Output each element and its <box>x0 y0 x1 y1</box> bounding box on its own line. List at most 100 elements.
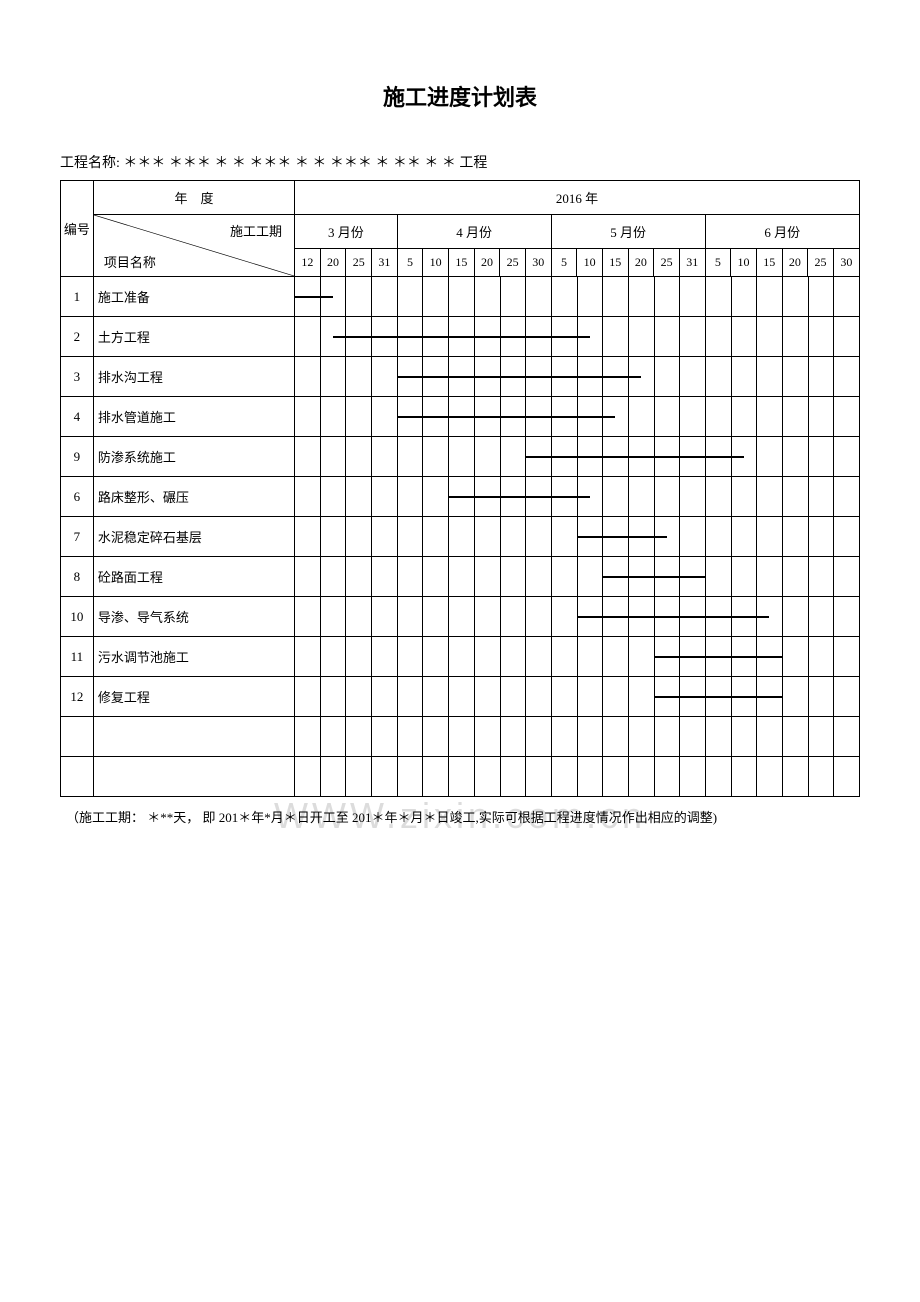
project-name-line: 工程名称: ＊＊＊ ＊＊＊ ＊ ＊ ＊＊＊ ＊ ＊ ＊＊＊ ＊ ＊＊ ＊ ＊ 工… <box>60 152 860 172</box>
day-header: 15 <box>448 249 474 277</box>
day-header: 10 <box>423 249 449 277</box>
row-num: 11 <box>61 637 94 677</box>
table-row: 3排水沟工程 <box>61 357 860 397</box>
row-num: 10 <box>61 597 94 637</box>
day-header: 5 <box>397 249 423 277</box>
day-header: 5 <box>705 249 731 277</box>
diag-top-label: 施工工期 <box>230 221 282 240</box>
bottom-note: （施工工期： ＊**天， 即 201＊年*月＊日开工至 201＊年＊月＊日竣工,… <box>60 807 860 826</box>
table-row: 11污水调节池施工 <box>61 637 860 677</box>
table-row <box>61 757 860 797</box>
table-row: 9防渗系统施工 <box>61 437 860 477</box>
gantt-bar <box>526 456 744 458</box>
table-row: 10导渗、导气系统 <box>61 597 860 637</box>
row-name <box>93 757 294 797</box>
row-num: 7 <box>61 517 94 557</box>
table-row: 12修复工程 <box>61 677 860 717</box>
day-header: 10 <box>731 249 757 277</box>
month-header-2: 5 月份 <box>551 215 705 249</box>
diag-bottom-label: 项目名称 <box>104 252 156 271</box>
row-name: 土方工程 <box>93 317 294 357</box>
gantt-bar <box>654 696 782 698</box>
day-header: 25 <box>346 249 372 277</box>
table-row <box>61 717 860 757</box>
row-name: 污水调节池施工 <box>93 637 294 677</box>
year-degree-header: 年 度 <box>93 181 294 215</box>
gantt-bar <box>577 536 667 538</box>
gantt-cell <box>295 437 860 477</box>
day-header: 31 <box>679 249 705 277</box>
year-header: 2016 年 <box>295 181 860 215</box>
month-header-1: 4 月份 <box>397 215 551 249</box>
gantt-cell <box>295 357 860 397</box>
gantt-bar <box>398 376 642 378</box>
day-header: 15 <box>756 249 782 277</box>
gantt-bar <box>603 576 706 578</box>
day-header: 20 <box>782 249 808 277</box>
table-row: 2土方工程 <box>61 317 860 357</box>
table-row: 1施工准备 <box>61 277 860 317</box>
day-header: 30 <box>833 249 859 277</box>
row-num: 3 <box>61 357 94 397</box>
row-num <box>61 717 94 757</box>
row-name: 排水沟工程 <box>93 357 294 397</box>
day-header: 20 <box>474 249 500 277</box>
row-num: 12 <box>61 677 94 717</box>
day-header: 31 <box>372 249 398 277</box>
gantt-bar <box>398 416 616 418</box>
project-name-value: ＊＊＊ ＊＊＊ ＊ ＊ ＊＊＊ ＊ ＊ ＊＊＊ ＊ ＊＊ ＊ ＊ 工程 <box>123 156 487 171</box>
row-name: 施工准备 <box>93 277 294 317</box>
gantt-cell <box>295 277 860 317</box>
gantt-cell <box>295 677 860 717</box>
day-header: 30 <box>525 249 551 277</box>
table-row: 8砼路面工程 <box>61 557 860 597</box>
gantt-cell <box>295 597 860 637</box>
day-header: 20 <box>628 249 654 277</box>
day-header: 15 <box>602 249 628 277</box>
day-header: 5 <box>551 249 577 277</box>
row-name: 水泥稳定碎石基层 <box>93 517 294 557</box>
day-header: 10 <box>577 249 603 277</box>
day-header: 20 <box>320 249 346 277</box>
gantt-bar <box>577 616 769 618</box>
gantt-cell <box>295 517 860 557</box>
table-row: 6路床整形、碾压 <box>61 477 860 517</box>
page-title: 施工进度计划表 <box>60 80 860 112</box>
gantt-bar <box>654 656 782 658</box>
row-name: 路床整形、碾压 <box>93 477 294 517</box>
day-header: 25 <box>500 249 526 277</box>
gantt-bar <box>295 296 333 298</box>
gantt-cell <box>295 637 860 677</box>
row-name: 修复工程 <box>93 677 294 717</box>
month-header-3: 6 月份 <box>705 215 859 249</box>
gantt-cell <box>295 317 860 357</box>
row-name: 防渗系统施工 <box>93 437 294 477</box>
row-name: 导渗、导气系统 <box>93 597 294 637</box>
day-header: 12 <box>295 249 321 277</box>
diagonal-header: 施工工期项目名称 <box>93 215 294 277</box>
row-num: 9 <box>61 437 94 477</box>
gantt-cell <box>295 477 860 517</box>
num-header: 编号 <box>61 181 94 277</box>
day-header: 25 <box>654 249 680 277</box>
gantt-cell <box>295 397 860 437</box>
row-num: 8 <box>61 557 94 597</box>
row-num: 4 <box>61 397 94 437</box>
project-name-prefix: 工程名称: <box>60 156 120 171</box>
gantt-bar <box>449 496 590 498</box>
row-name <box>93 717 294 757</box>
gantt-bar <box>333 336 589 338</box>
table-row: 7水泥稳定碎石基层 <box>61 517 860 557</box>
month-header-0: 3 月份 <box>295 215 398 249</box>
row-name: 砼路面工程 <box>93 557 294 597</box>
gantt-cell <box>295 757 860 797</box>
row-num: 6 <box>61 477 94 517</box>
row-num <box>61 757 94 797</box>
gantt-cell <box>295 717 860 757</box>
table-row: 4排水管道施工 <box>61 397 860 437</box>
day-header: 25 <box>808 249 834 277</box>
gantt-table: 编号年 度2016 年施工工期项目名称3 月份4 月份5 月份6 月份12202… <box>60 180 860 797</box>
gantt-cell <box>295 557 860 597</box>
row-num: 2 <box>61 317 94 357</box>
row-name: 排水管道施工 <box>93 397 294 437</box>
